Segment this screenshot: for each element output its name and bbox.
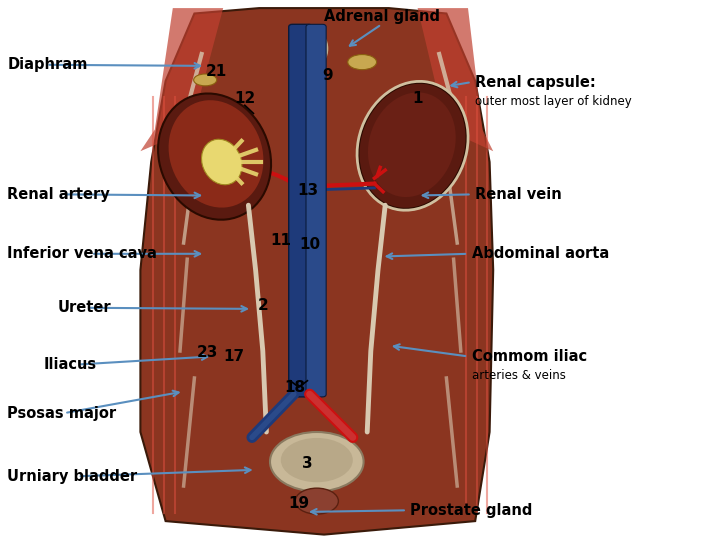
Ellipse shape [348, 55, 377, 70]
Text: Commom iliac: Commom iliac [472, 349, 587, 364]
Text: 9: 9 [323, 68, 333, 83]
Text: 23: 23 [197, 345, 218, 360]
Text: Inferior vena cava: Inferior vena cava [7, 246, 157, 261]
Polygon shape [140, 8, 223, 521]
Text: Adrenal gland: Adrenal gland [323, 9, 440, 24]
Ellipse shape [359, 83, 467, 209]
Text: 21: 21 [205, 64, 227, 79]
Ellipse shape [368, 92, 456, 197]
Text: 17: 17 [223, 349, 245, 364]
Text: arteries & veins: arteries & veins [472, 369, 565, 382]
Text: Abdominal aorta: Abdominal aorta [472, 246, 609, 261]
Text: Ureter: Ureter [58, 300, 111, 315]
Text: Psosas major: Psosas major [7, 406, 117, 421]
Text: 18: 18 [284, 380, 306, 395]
Text: Iliacus: Iliacus [43, 357, 96, 372]
Ellipse shape [158, 93, 271, 220]
Text: Urniary bladder: Urniary bladder [7, 469, 138, 484]
Ellipse shape [202, 139, 242, 185]
Text: 1: 1 [413, 91, 423, 106]
Ellipse shape [270, 432, 364, 491]
Ellipse shape [306, 32, 328, 65]
Text: 3: 3 [302, 456, 312, 471]
FancyBboxPatch shape [289, 24, 312, 397]
Text: 2: 2 [258, 298, 268, 313]
Text: 19: 19 [288, 496, 310, 511]
Text: Renal artery: Renal artery [7, 187, 110, 202]
Polygon shape [140, 8, 493, 535]
Text: outer most layer of kidney: outer most layer of kidney [475, 95, 632, 108]
Ellipse shape [295, 488, 338, 514]
Text: 11: 11 [270, 233, 292, 248]
Ellipse shape [281, 438, 353, 482]
Ellipse shape [194, 74, 217, 86]
FancyBboxPatch shape [306, 24, 326, 397]
Ellipse shape [168, 100, 264, 207]
Text: 10: 10 [299, 237, 320, 252]
Text: Prostate gland: Prostate gland [410, 503, 533, 518]
Polygon shape [418, 8, 493, 521]
Text: 13: 13 [297, 183, 318, 198]
Text: Renal capsule:: Renal capsule: [475, 75, 596, 90]
Text: Renal vein: Renal vein [475, 187, 562, 202]
Text: 12: 12 [234, 91, 256, 106]
Text: Diaphram: Diaphram [7, 57, 88, 72]
